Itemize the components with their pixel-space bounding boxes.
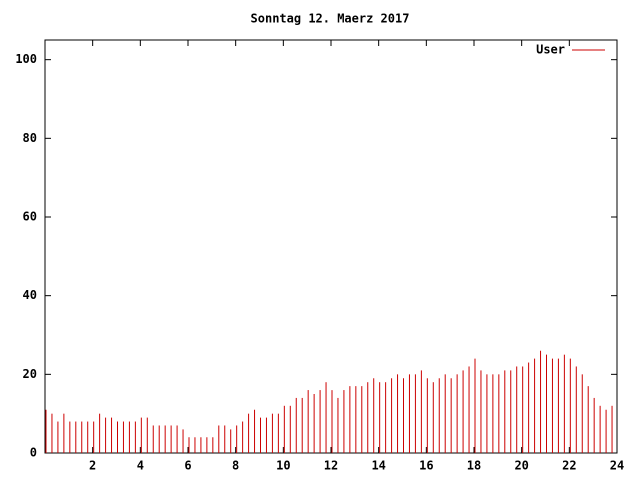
x-tick-label: 4	[137, 459, 144, 473]
plot-frame	[44, 39, 618, 454]
x-tick-label: 22	[562, 459, 576, 473]
y-tick-label: 60	[23, 210, 37, 224]
x-tick-label: 18	[467, 459, 481, 473]
y-tick-label: 20	[23, 367, 37, 381]
x-tick-label: 16	[419, 459, 433, 473]
x-tick-label: 12	[324, 459, 338, 473]
y-tick-label: 40	[23, 288, 37, 302]
x-tick-label: 14	[371, 459, 385, 473]
x-tick-label: 2	[89, 459, 96, 473]
x-tick-label: 6	[184, 459, 191, 473]
y-tick-label: 80	[23, 131, 37, 145]
x-tick-label: 24	[610, 459, 624, 473]
x-tick-label: 10	[276, 459, 290, 473]
legend-label: User	[536, 43, 565, 57]
x-tick-label: 8	[232, 459, 239, 473]
x-tick-label: 20	[514, 459, 528, 473]
y-tick-label: 100	[15, 52, 37, 66]
y-tick-label: 0	[30, 446, 37, 460]
chart-title: Sonntag 12. Maerz 2017	[251, 12, 410, 26]
